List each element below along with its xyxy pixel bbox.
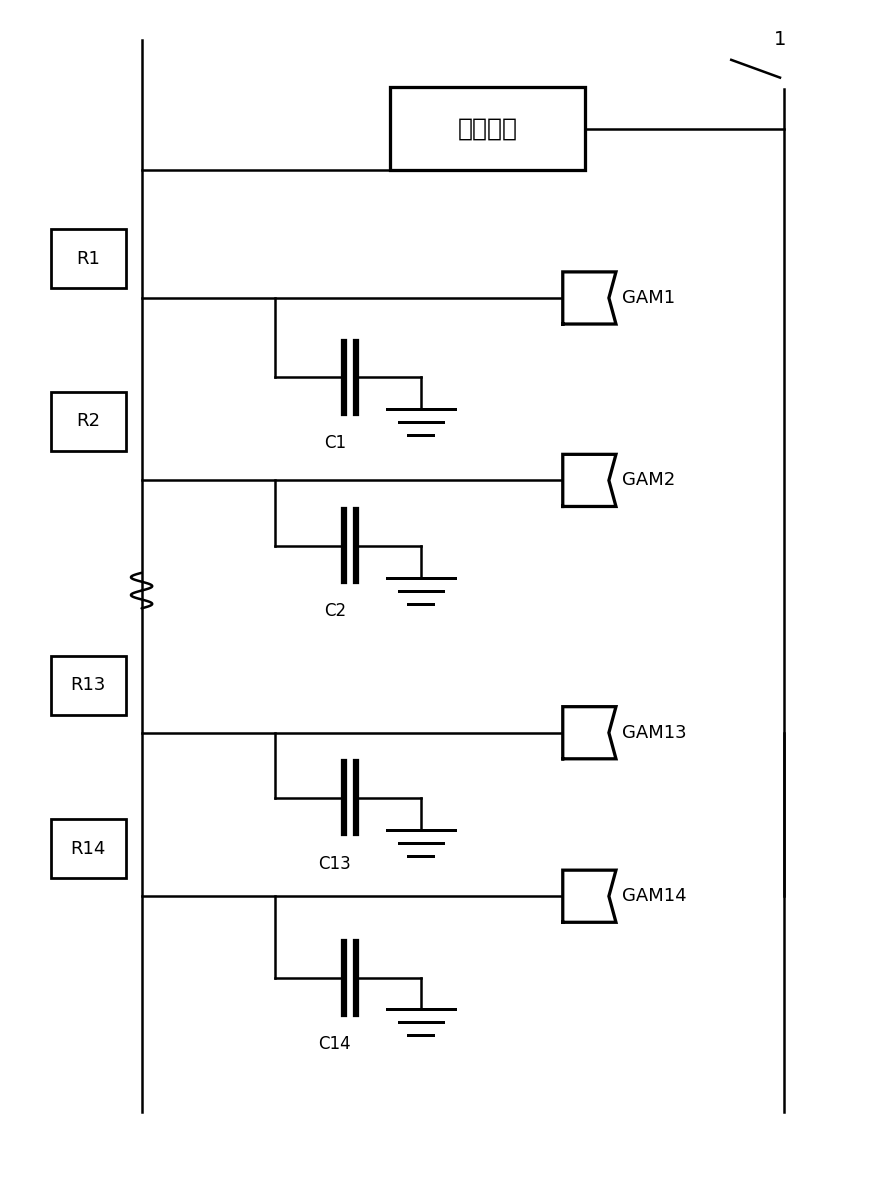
Bar: [390, 87, 585, 171]
Polygon shape: [562, 706, 615, 759]
Text: R2: R2: [76, 412, 100, 431]
Text: C14: C14: [318, 1034, 350, 1053]
Bar: [51, 656, 126, 715]
Text: GAM14: GAM14: [621, 888, 686, 905]
Text: GAM13: GAM13: [621, 724, 686, 742]
Polygon shape: [562, 272, 615, 324]
Polygon shape: [562, 870, 615, 922]
Text: R13: R13: [71, 676, 106, 694]
Polygon shape: [562, 455, 615, 507]
Text: C1: C1: [324, 434, 346, 452]
Bar: [51, 229, 126, 289]
Bar: [51, 820, 126, 878]
Text: GAM2: GAM2: [621, 471, 675, 489]
Text: R14: R14: [71, 840, 106, 858]
Text: 测试装置: 测试装置: [457, 117, 517, 141]
Text: C2: C2: [324, 602, 346, 620]
Bar: [51, 391, 126, 451]
Text: C13: C13: [318, 854, 350, 873]
Text: GAM1: GAM1: [621, 289, 675, 307]
Text: 1: 1: [773, 30, 785, 49]
Text: R1: R1: [76, 249, 100, 268]
